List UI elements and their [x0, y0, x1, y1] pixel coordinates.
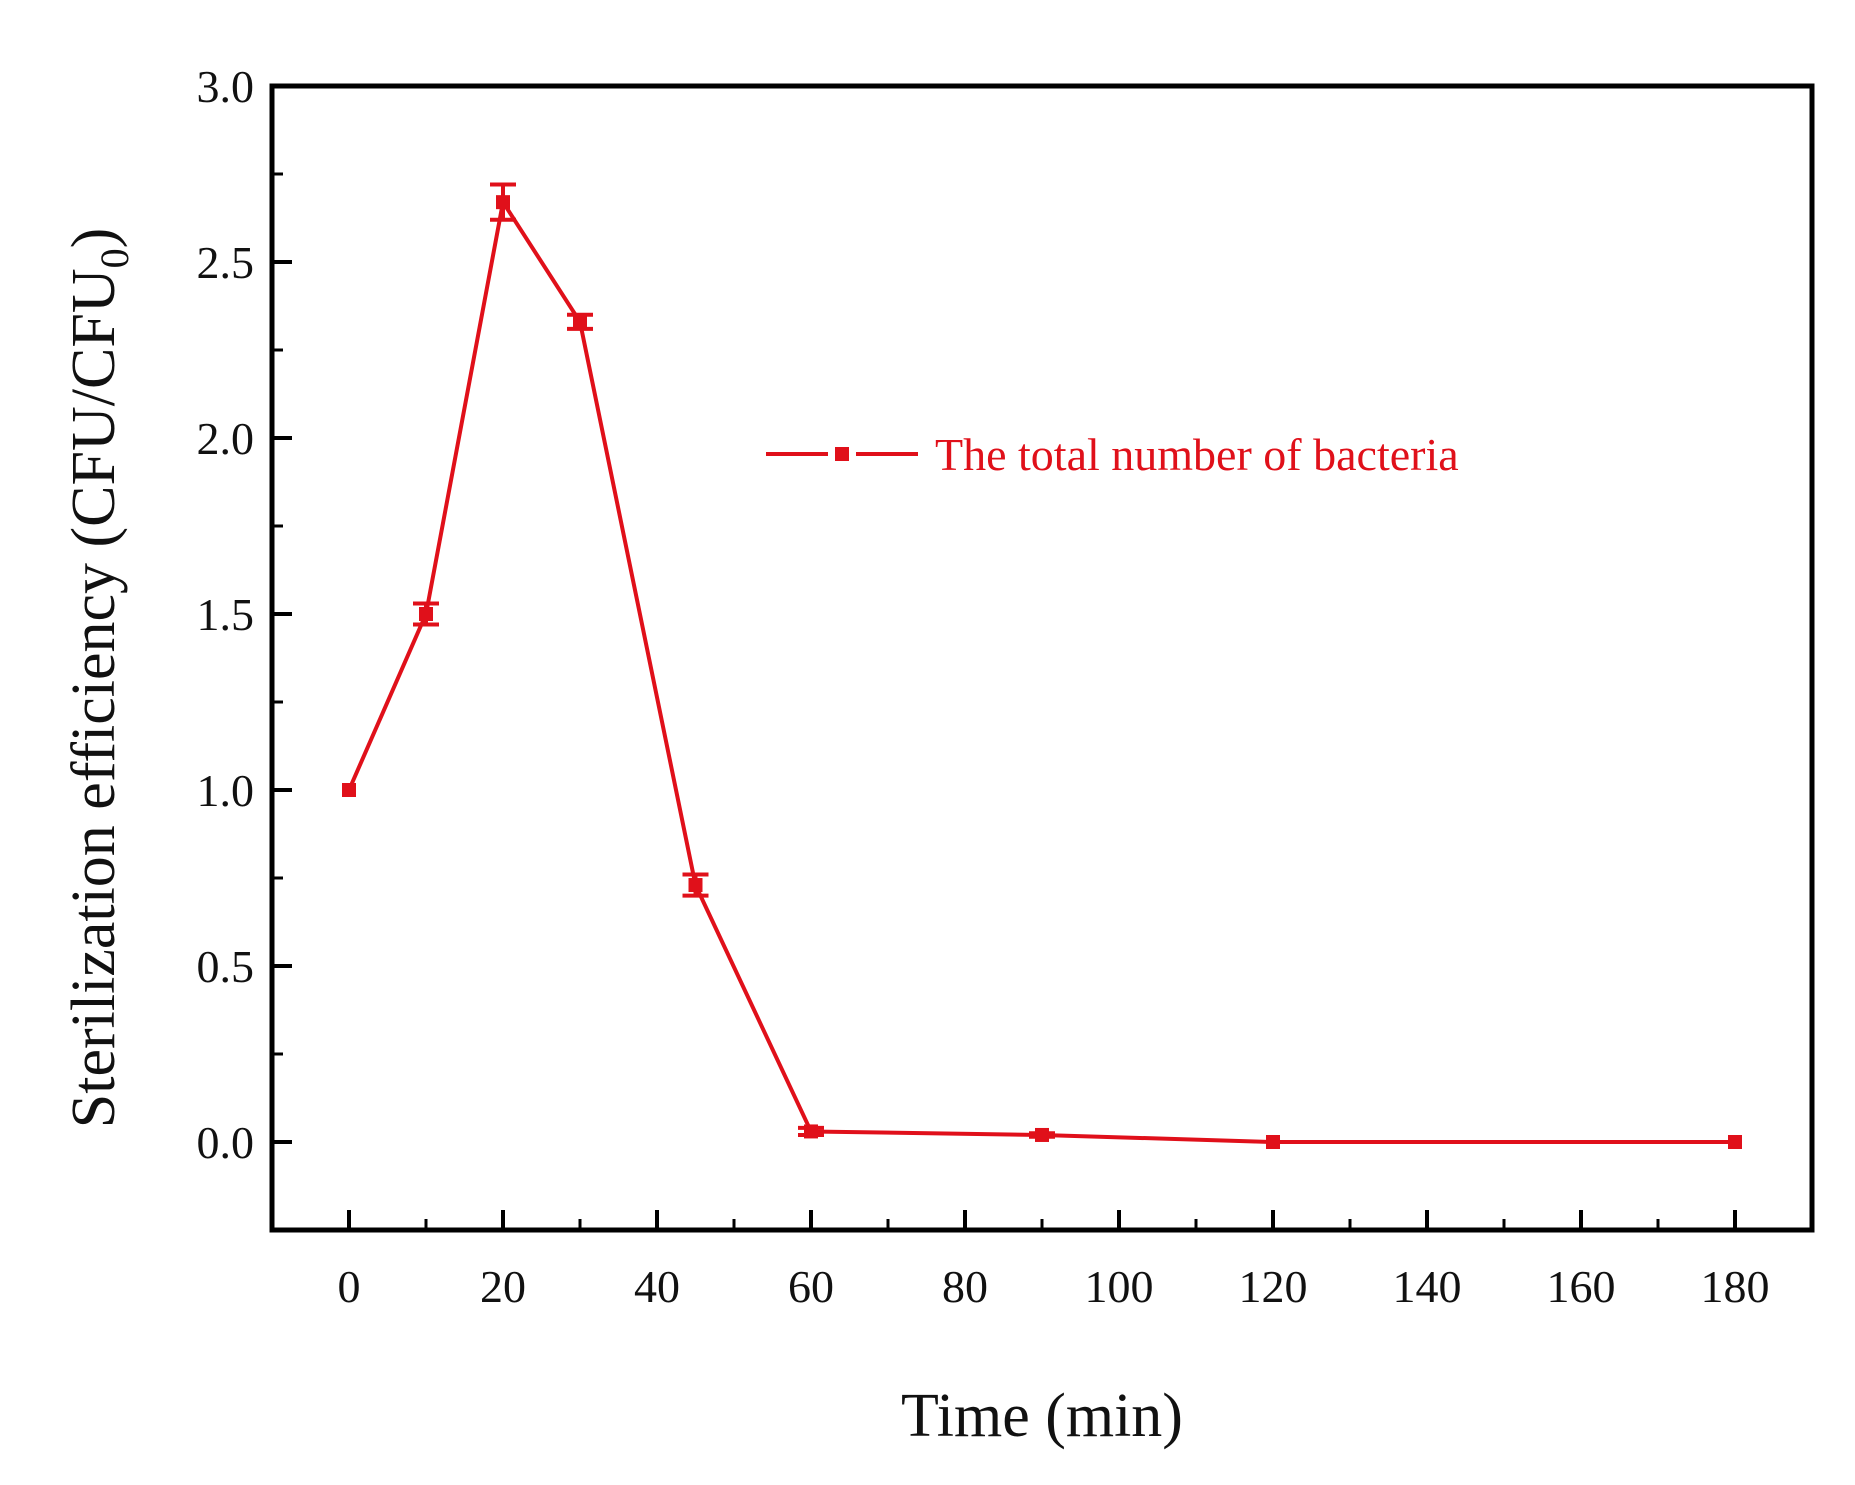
x-tick-label: 20 — [480, 1261, 526, 1312]
y-tick-label: 2.5 — [197, 237, 255, 288]
x-tick-label: 40 — [634, 1261, 680, 1312]
ticks-layer — [272, 84, 1737, 1230]
data-point — [496, 195, 510, 210]
x-tick-label: 0 — [338, 1261, 361, 1312]
x-tick-label: 140 — [1393, 1261, 1462, 1312]
x-tick-label: 80 — [942, 1261, 988, 1312]
legend-marker — [835, 447, 849, 461]
x-tick-label: 100 — [1085, 1261, 1154, 1312]
x-tick-label: 120 — [1239, 1261, 1308, 1312]
data-point — [1266, 1135, 1280, 1149]
data-point — [573, 314, 587, 329]
data-point — [1728, 1135, 1742, 1149]
y-axis-title-subscript: 0 — [92, 248, 137, 268]
x-tick-label: 60 — [788, 1261, 834, 1312]
y-tick-label: 1.0 — [197, 765, 255, 816]
legend-label: The total number of bacteria — [935, 429, 1459, 480]
data-point — [342, 783, 356, 797]
y-tick-label: 0.5 — [197, 941, 255, 992]
legend: The total number of bacteria — [766, 429, 1459, 480]
y-axis-title-close: ) — [60, 228, 128, 249]
data-point — [419, 607, 433, 621]
y-tick-label: 1.5 — [197, 589, 255, 640]
plot-frame — [269, 83, 1815, 1233]
data-point — [688, 878, 703, 893]
labels-layer: 0 20 40 60 80 100 120 140 160 180 0.0 0.5 1.0 1.5 2.0 2… — [197, 61, 1770, 1312]
x-tick-label: 160 — [1547, 1261, 1616, 1312]
y-tick-label: 0.0 — [197, 1117, 255, 1168]
x-tick-label: 180 — [1701, 1261, 1770, 1312]
y-axis-title: Sterilization efficiency (CFU/CFU0) — [60, 228, 137, 1128]
marks-layer — [342, 182, 1742, 1149]
y-axis-title-main: Sterilization efficiency (CFU/CFU — [60, 268, 128, 1128]
x-axis-title: Time (min) — [901, 1382, 1183, 1450]
data-point — [804, 1124, 818, 1139]
y-tick-label: 3.0 — [197, 61, 255, 112]
y-tick-label: 2.0 — [197, 413, 255, 464]
data-point — [1035, 1127, 1049, 1142]
series-line — [347, 200, 1735, 1144]
